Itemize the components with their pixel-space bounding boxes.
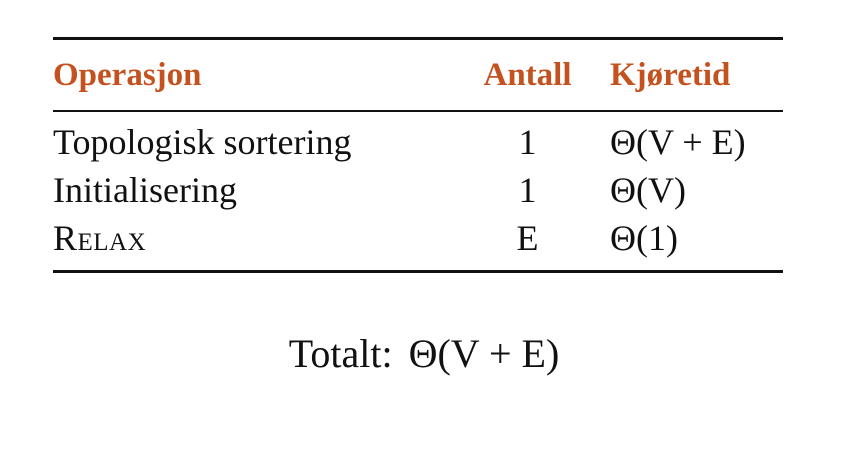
row-runtime: Θ(1) xyxy=(610,217,678,258)
row-operation: Initialisering xyxy=(53,169,237,210)
total-line: Totalt: Θ(V + E) xyxy=(0,330,848,377)
row-runtime: Θ(V) xyxy=(610,169,686,210)
table-bottom-rule xyxy=(53,269,783,273)
row-count: E xyxy=(516,217,539,258)
header-row: Operasjon Antall Kjøretid xyxy=(53,40,783,110)
row-count: 1 xyxy=(518,169,537,210)
table-row: Topologisk sortering 1 Θ(V + E) xyxy=(53,112,783,166)
row-operation: Topologisk sortering xyxy=(53,121,352,162)
header-runtime: Kjøretid xyxy=(610,56,731,93)
total-label: Totalt: xyxy=(288,331,393,376)
table-body: Topologisk sortering 1 Θ(V + E) Initiali… xyxy=(53,112,783,270)
header-operation: Operasjon xyxy=(53,56,202,93)
runtime-table: Operasjon Antall Kjøretid xyxy=(53,40,783,110)
total-value: Θ(V + E) xyxy=(408,331,560,376)
header-count: Antall xyxy=(483,56,572,93)
row-runtime: Θ(V + E) xyxy=(610,121,746,162)
row-count: 1 xyxy=(518,121,537,162)
row-operation: Relax xyxy=(53,217,147,258)
table-row: Relax E Θ(1) xyxy=(53,214,783,270)
table-top-rule xyxy=(53,37,783,40)
table-row: Initialisering 1 Θ(V) xyxy=(53,166,783,214)
runtime-table-container: Operasjon Antall Kjøretid Topologisk sor… xyxy=(53,37,783,273)
table-mid-rule xyxy=(53,110,783,112)
table-header: Operasjon Antall Kjøretid xyxy=(53,40,783,110)
runtime-table-body: Topologisk sortering 1 Θ(V + E) Initiali… xyxy=(53,112,783,270)
